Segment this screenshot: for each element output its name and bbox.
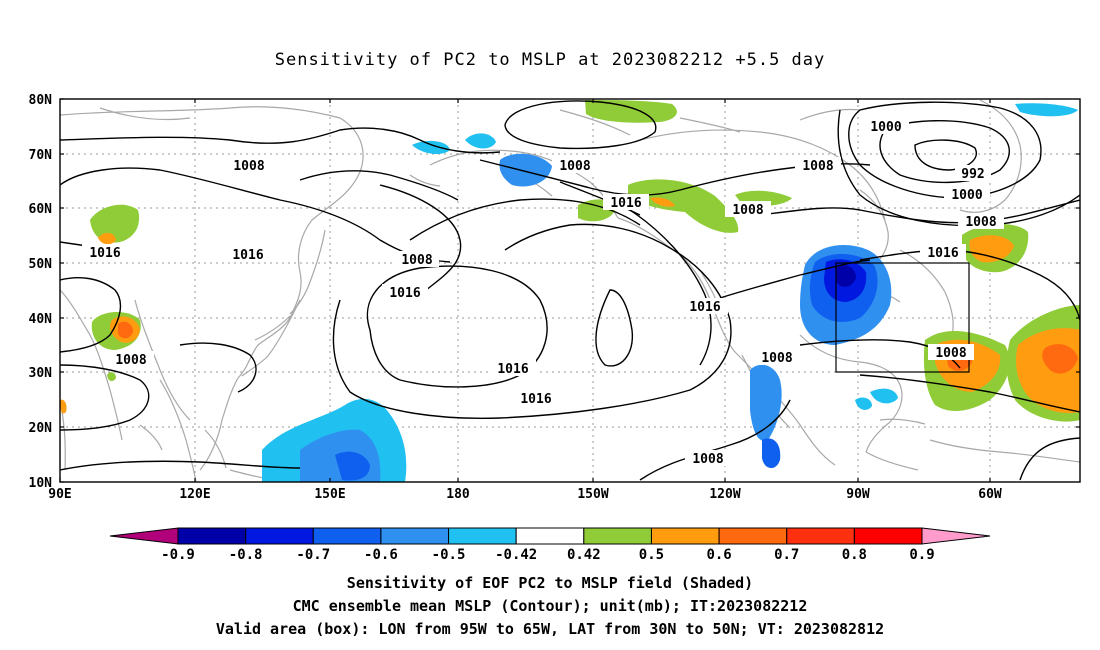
sensitivity-shading <box>60 100 1080 482</box>
shade-pos-11 <box>650 197 675 207</box>
shade-neg-9 <box>750 364 782 441</box>
valid-area-box <box>835 262 970 373</box>
contour-label: 1008 <box>559 159 590 174</box>
lat-label: 20N <box>29 421 53 436</box>
lon-label: 120W <box>709 487 740 502</box>
contour-label: 1000 <box>870 120 901 135</box>
colorbar-label: 0.5 <box>639 547 664 563</box>
colorbar-box <box>853 527 923 545</box>
colorbar-left-arrow <box>109 527 179 545</box>
colorbar: -0.9 -0.8 -0.7 -0.6 -0.5 -0.42 0.42 0.5 0.6 0.7 0.… <box>109 527 991 563</box>
contour-label: 1008 <box>233 159 264 174</box>
contour-label: 1016 <box>520 392 551 407</box>
colorbar-box <box>245 527 314 545</box>
shade-neg-3 <box>499 153 552 187</box>
lat-label: 40N <box>29 312 53 327</box>
contour-label: 992 <box>961 167 984 182</box>
colorbar-label: -0.6 <box>364 547 398 563</box>
contour-label: 1016 <box>927 246 958 261</box>
lat-label: 50N <box>29 257 53 272</box>
colorbar-label: 0.9 <box>909 547 934 563</box>
shade-pos-5 <box>118 321 134 339</box>
colorbar-box <box>718 527 788 545</box>
shade-pos-10 <box>628 179 739 233</box>
contour-label: 1016 <box>497 362 528 377</box>
map-title: Sensitivity of PC2 to MSLP at 2023082212… <box>274 50 826 70</box>
contour-label: 1008 <box>692 452 723 467</box>
shade-neg-13 <box>335 451 370 481</box>
grid-lines <box>60 99 1080 482</box>
lat-label: 10N <box>29 476 53 491</box>
contour-label: 1008 <box>401 253 432 268</box>
colorbar-box <box>786 527 855 545</box>
lon-label: 150E <box>314 487 345 502</box>
shade-neg-15 <box>870 388 898 404</box>
contour-label: 1008 <box>935 346 966 361</box>
colorbar-label: -0.9 <box>161 547 195 563</box>
shade-neg-4 <box>1015 103 1078 117</box>
colorbar-right-arrow <box>921 527 991 545</box>
colorbar-label: -0.5 <box>432 547 466 563</box>
shade-pos-2 <box>98 232 116 245</box>
colorbar-box <box>380 527 450 545</box>
lat-label: 60N <box>29 202 53 217</box>
colorbar-box <box>583 527 652 545</box>
contour-label: 1008 <box>732 203 763 218</box>
contour-label: 1008 <box>965 215 996 230</box>
contour-label: 1016 <box>610 196 641 211</box>
colorbar-label: 0.6 <box>706 547 731 563</box>
colorbar-box <box>448 527 517 545</box>
contour-label: 1008 <box>115 353 146 368</box>
contour-label: 1016 <box>689 300 720 315</box>
colorbar-box <box>177 527 247 545</box>
shade-pos-20 <box>1042 344 1078 374</box>
contour-label: 1000 <box>951 188 982 203</box>
contour-label: 1008 <box>802 159 833 174</box>
lat-label: 80N <box>29 93 53 108</box>
shade-pos-6 <box>107 372 116 382</box>
shade-neg-1 <box>465 133 496 149</box>
shade-neg-14 <box>855 397 872 410</box>
colorbar-label: 0.42 <box>567 547 601 563</box>
colorbar-box <box>650 527 720 545</box>
lon-label: 120E <box>179 487 210 502</box>
lat-label: 70N <box>29 148 53 163</box>
shade-pos-7 <box>60 399 67 414</box>
colorbar-label: 0.7 <box>774 547 799 563</box>
colorbar-box <box>312 527 382 545</box>
colorbar-label: -0.8 <box>229 547 263 563</box>
colorbar-label: -0.42 <box>495 547 537 563</box>
colorbar-box <box>515 527 585 545</box>
lon-axis: 90E 120E 150E 180 150W 120W 90W 60W <box>48 487 1002 502</box>
colorbar-label: 0.8 <box>842 547 867 563</box>
lat-label: 30N <box>29 366 53 381</box>
caption-line-2: CMC ensemble mean MSLP (Contour); unit(m… <box>292 597 808 615</box>
shade-pos-14 <box>969 235 1014 263</box>
caption-line-3: Valid area (box): LON from 95W to 65W, L… <box>215 620 885 638</box>
contour-label: 1016 <box>389 286 420 301</box>
colorbar-label: -0.7 <box>296 547 330 563</box>
plot-frame <box>59 98 1081 483</box>
contour-label: 1008 <box>761 351 792 366</box>
contour-label: 1016 <box>232 248 263 263</box>
lon-label: 60W <box>978 487 1002 502</box>
shade-neg-10 <box>762 438 781 469</box>
lon-label: 150W <box>577 487 608 502</box>
contour-labels: 1008 1008 1016 1016 1016 1016 1016 1016 … <box>82 118 1004 467</box>
axis-ticks <box>59 98 1080 483</box>
shade-pos-1 <box>90 204 140 243</box>
lon-label: 90E <box>48 487 71 502</box>
caption-line-1: Sensitivity of EOF PC2 to MSLP field (Sh… <box>346 574 754 592</box>
shade-neg-8 <box>836 264 856 287</box>
contour-label: 1016 <box>89 246 120 261</box>
lat-axis: 80N 70N 60N 50N 40N 30N 20N 10N <box>29 93 53 491</box>
shade-neg-2 <box>412 140 450 155</box>
lon-label: 180 <box>446 487 470 502</box>
lon-label: 90W <box>846 487 870 502</box>
shade-pos-8 <box>585 100 677 123</box>
